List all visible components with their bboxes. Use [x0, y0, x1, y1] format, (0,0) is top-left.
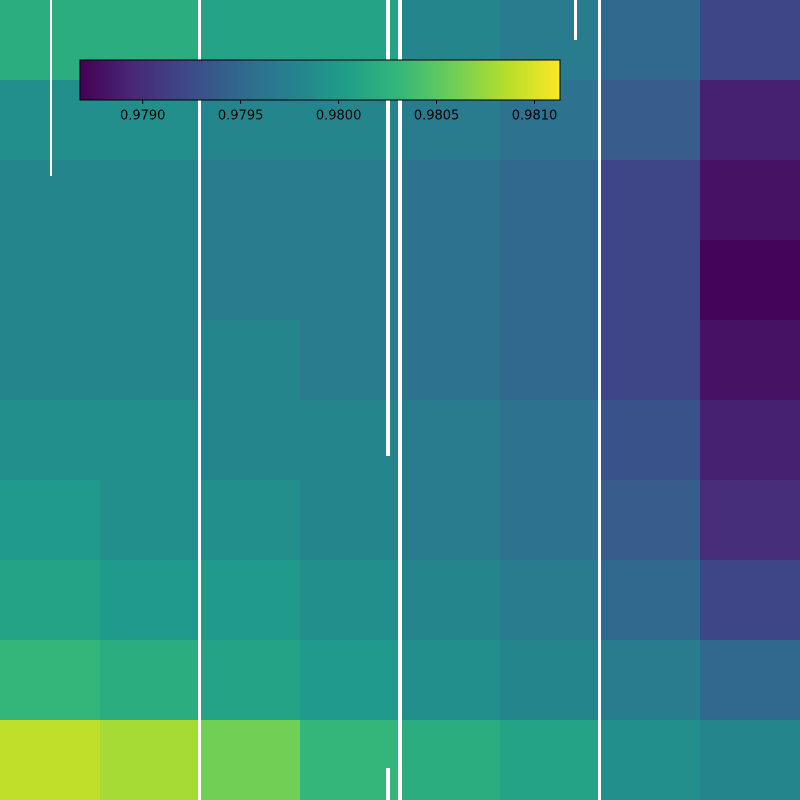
heatmap-cell [200, 240, 301, 321]
heatmap-cell [300, 160, 401, 241]
heatmap-cell [100, 480, 201, 561]
heatmap-cell [100, 320, 201, 401]
heatmap-cell [0, 560, 101, 641]
heatmap-cell [600, 560, 701, 641]
heatmap-cell [0, 240, 101, 321]
heatmap-cell [200, 640, 301, 721]
heatmap-cell [700, 320, 800, 401]
heatmap-cell [100, 560, 201, 641]
colorbar-tick-label: 0.9805 [414, 109, 460, 124]
heatmap-cell [200, 400, 301, 481]
colorbar-gradient [79, 59, 561, 101]
heatmap-cell [300, 640, 401, 721]
heatmap-cell [100, 640, 201, 721]
heatmap-cell [600, 480, 701, 561]
heatmap-cell [700, 80, 800, 161]
heatmap-cell [500, 400, 601, 481]
heatmap-cell [0, 640, 101, 721]
heatmap-cell [700, 160, 800, 241]
heatmap-cell [200, 560, 301, 641]
heatmap-cell [500, 720, 601, 800]
gap [386, 0, 390, 456]
heatmap-cell [500, 560, 601, 641]
heatmap-cell [600, 720, 701, 800]
heatmap-cell [0, 480, 101, 561]
heatmap-cell [300, 720, 401, 800]
heatmap-cell [400, 240, 501, 321]
heatmap-cell [300, 320, 401, 401]
heatmap-cell [500, 640, 601, 721]
heatmap-cell [600, 400, 701, 481]
heatmap-cell [400, 560, 501, 641]
gap [574, 0, 577, 40]
heatmap-cell [300, 560, 401, 641]
gap [50, 0, 52, 176]
gap [398, 0, 402, 800]
gap [198, 0, 201, 800]
heatmap-cell [500, 240, 601, 321]
heatmap-cell [700, 720, 800, 800]
heatmap-cell [600, 640, 701, 721]
colorbar-tick-label: 0.9795 [218, 109, 264, 124]
heatmap-cell [0, 720, 101, 800]
heatmap-cell [700, 640, 800, 721]
heatmap-cell [100, 720, 201, 800]
colorbar-tick-label: 0.9800 [316, 109, 362, 124]
heatmap-cell [300, 480, 401, 561]
heatmap-cell [200, 320, 301, 401]
heatmap-cell [400, 720, 501, 800]
heatmap-cell [400, 640, 501, 721]
heatmap-cell [400, 400, 501, 481]
heatmap-cell [600, 240, 701, 321]
heatmap-cell [700, 480, 800, 561]
colorbar-tick-label: 0.9790 [120, 109, 166, 124]
gap [598, 0, 601, 800]
heatmap-cell [600, 160, 701, 241]
missing-data-gaps [50, 0, 601, 800]
heatmap-cell [0, 320, 101, 401]
heatmap-cell [700, 240, 800, 321]
gap [386, 768, 390, 800]
heatmap-cell [100, 400, 201, 481]
heatmap-cell [700, 400, 800, 481]
heatmap-cell [400, 480, 501, 561]
heatmap-cell [0, 400, 101, 481]
heatmap-cell [500, 480, 601, 561]
heatmap-cell [200, 160, 301, 241]
heatmap-cell [700, 560, 800, 641]
heatmap-cell [300, 240, 401, 321]
colorbar-tick-label: 0.9810 [512, 109, 558, 124]
heatmap-cell [500, 160, 601, 241]
heatmap-cell [600, 0, 701, 81]
heatmap-cell [600, 80, 701, 161]
heatmap-cell [200, 480, 301, 561]
colorbar: 0.9790 0.9795 0.9800 0.9805 0.9810 [79, 59, 561, 124]
heatmap-cell [400, 320, 501, 401]
heatmap-cell [100, 160, 201, 241]
heatmap-cell [600, 320, 701, 401]
heatmap-cell [500, 320, 601, 401]
heatmap-cell [300, 400, 401, 481]
heatmap-cell [200, 720, 301, 800]
heatmap-cell [700, 0, 800, 81]
heatmap-cell [400, 160, 501, 241]
heatmap-cell [100, 240, 201, 321]
